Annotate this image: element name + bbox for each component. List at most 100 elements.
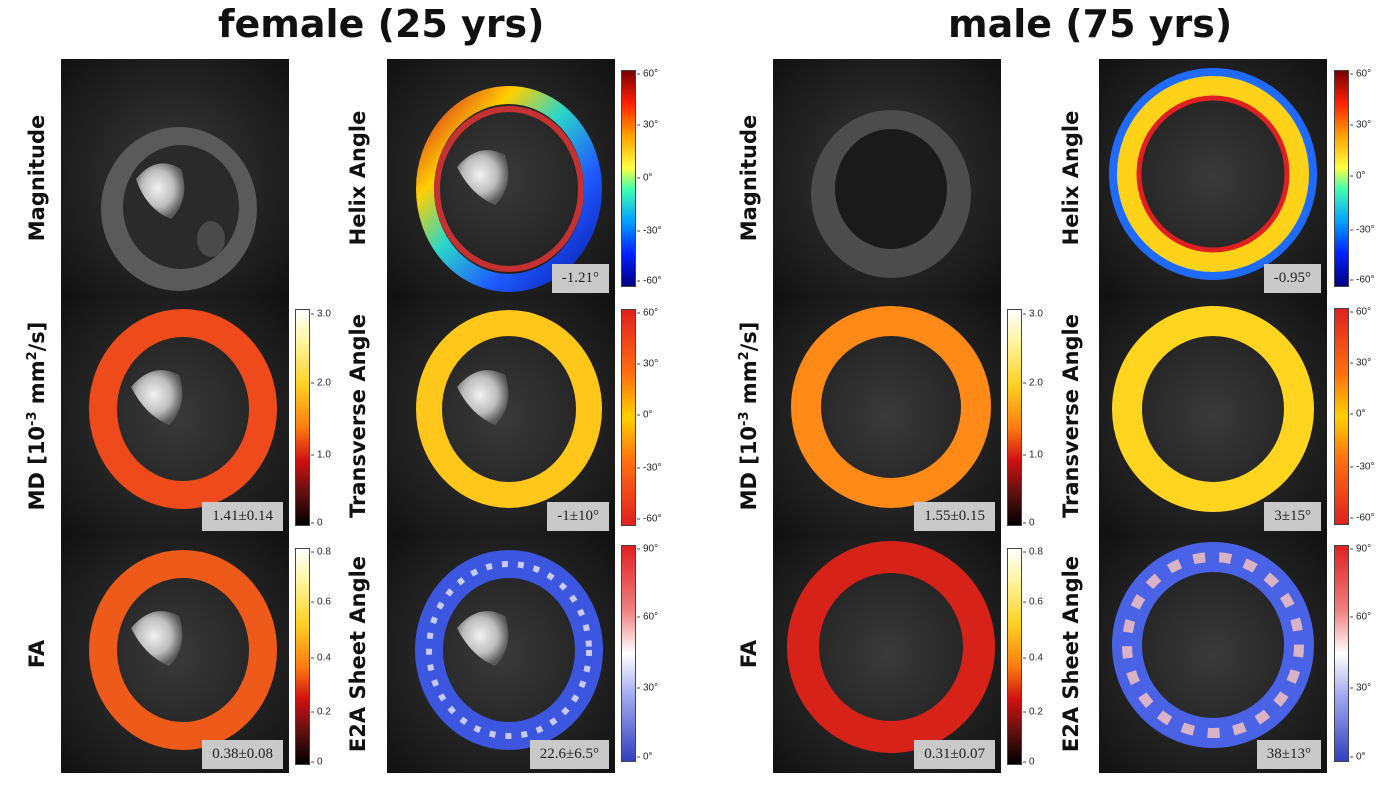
- male-fa-ticks: 0.8 0.6 0.4 0.2 0: [1023, 547, 1063, 768]
- male-md-svg: [773, 297, 1001, 535]
- female-transverse-value: -1±10°: [547, 502, 609, 531]
- label-magnitude-male: Magnitude: [737, 114, 761, 242]
- female-transverse-svg: [387, 297, 615, 535]
- tick: 30°: [637, 359, 658, 370]
- tick: 60°: [1350, 307, 1371, 318]
- female-md-image: 1.41±0.14: [61, 297, 289, 535]
- male-e2a-ticks: 90° 60° 30° 0°: [1350, 544, 1390, 763]
- tick: 0.8: [311, 547, 331, 558]
- tick: 0°: [637, 410, 653, 421]
- tick: 60°: [637, 308, 658, 319]
- female-e2a-value: 22.6±6.5°: [529, 740, 609, 769]
- tick: 30°: [637, 120, 658, 131]
- male-md-ticks: 3.0 2.0 1.0 0: [1023, 309, 1063, 529]
- tick: 30°: [1350, 683, 1371, 694]
- tick: 3.0: [311, 309, 331, 320]
- female-fa-image: 0.38±0.08: [61, 535, 289, 773]
- label-md-female: MD [10-3 mm2/s]: [25, 321, 49, 511]
- female-e2a-colorbar: [621, 545, 636, 762]
- female-fa-svg: [61, 535, 289, 773]
- female-helix-image: -1.21°: [387, 59, 615, 297]
- tick: -30°: [637, 463, 661, 474]
- male-helix-colorbar: [1334, 70, 1349, 287]
- male-transverse-svg: [1099, 297, 1327, 535]
- female-fa-colorbar: [295, 548, 310, 765]
- tick: 0: [311, 757, 323, 768]
- male-e2a-image: 38±13°: [1099, 535, 1327, 773]
- male-fa-colorbar: [1007, 548, 1022, 765]
- tick: -60°: [637, 514, 661, 525]
- tick: 90°: [637, 544, 658, 555]
- male-transverse-image: 3±15°: [1099, 297, 1327, 535]
- female-fa-ticks: 0.8 0.6 0.4 0.2 0: [311, 547, 351, 768]
- male-md-value: 1.55±0.15: [914, 502, 995, 531]
- tick: 0: [311, 518, 323, 529]
- tick: 0.8: [1023, 547, 1043, 558]
- tick: -30°: [1350, 225, 1374, 236]
- male-e2a-colorbar: [1334, 545, 1349, 762]
- male-transverse-ticks: 60° 30° 0° -30° -60°: [1350, 307, 1390, 524]
- label-fa-male: FA: [737, 639, 761, 669]
- label-helix-female: Helix Angle: [346, 110, 370, 246]
- male-title: male (75 yrs): [948, 2, 1233, 46]
- female-e2a-ticks: 90° 60° 30° 0°: [637, 544, 677, 763]
- tick: 1.0: [1023, 450, 1043, 461]
- male-fa-svg: [773, 535, 1001, 773]
- tick: 0.2: [1023, 707, 1043, 718]
- tick: 0°: [637, 173, 653, 184]
- tick: 1.0: [311, 450, 331, 461]
- male-helix-image: -0.95°: [1099, 59, 1327, 297]
- tick: 0.2: [311, 707, 331, 718]
- female-transverse-ticks: 60° 30° 0° -30° -60°: [637, 308, 677, 525]
- tick: 60°: [637, 69, 658, 80]
- male-e2a-value: 38±13°: [1256, 740, 1321, 769]
- female-helix-colorbar: [621, 70, 636, 287]
- female-helix-ticks: 60° 30° 0° -30° -60°: [637, 69, 677, 287]
- label-fa-female: FA: [25, 639, 49, 669]
- male-helix-value: -0.95°: [1263, 264, 1321, 293]
- tick: -60°: [1350, 513, 1374, 524]
- tick: 60°: [1350, 612, 1371, 623]
- tick: 3.0: [1023, 309, 1043, 320]
- male-md-image: 1.55±0.15: [773, 297, 1001, 535]
- tick: 0.4: [311, 653, 331, 664]
- female-title: female (25 yrs): [218, 2, 545, 46]
- tick: -60°: [637, 276, 661, 287]
- tick: -30°: [1350, 462, 1374, 473]
- tick: 90°: [1350, 544, 1371, 555]
- female-e2a-svg: [387, 535, 615, 773]
- tick: 0°: [1350, 409, 1366, 420]
- female-md-svg: [61, 297, 289, 535]
- label-helix-male: Helix Angle: [1059, 110, 1083, 246]
- tick: 0.6: [311, 597, 331, 608]
- male-fa-value: 0.31±0.07: [914, 740, 995, 769]
- male-magnitude-svg: [773, 59, 1001, 297]
- tick: 60°: [637, 612, 658, 623]
- male-transverse-colorbar: [1334, 308, 1349, 525]
- male-magnitude-image: [773, 59, 1001, 297]
- female-transverse-colorbar: [621, 309, 636, 526]
- tick: -60°: [1350, 275, 1374, 286]
- female-magnitude-image: [61, 59, 289, 297]
- female-md-ticks: 3.0 2.0 1.0 0: [311, 309, 351, 529]
- female-helix-svg: [387, 59, 615, 297]
- tick: 0: [1023, 757, 1035, 768]
- tick: 0.6: [1023, 597, 1043, 608]
- tick: 0°: [637, 752, 653, 763]
- female-e2a-image: 22.6±6.5°: [387, 535, 615, 773]
- female-magnitude-svg: [61, 59, 289, 297]
- female-helix-value: -1.21°: [551, 264, 609, 293]
- female-transverse-image: -1±10°: [387, 297, 615, 535]
- female-fa-value: 0.38±0.08: [202, 740, 283, 769]
- male-e2a-svg: [1099, 535, 1327, 773]
- female-md-value: 1.41±0.14: [202, 502, 283, 531]
- tick: 2.0: [1023, 378, 1043, 389]
- male-fa-image: 0.31±0.07: [773, 535, 1001, 773]
- male-md-colorbar: [1007, 309, 1022, 526]
- tick: 0°: [1350, 171, 1366, 182]
- male-helix-ticks: 60° 30° 0° -30° -60°: [1350, 69, 1390, 286]
- tick: 30°: [1350, 358, 1371, 369]
- male-transverse-value: 3±15°: [1264, 502, 1321, 531]
- label-magnitude-female: Magnitude: [25, 114, 49, 242]
- tick: 30°: [637, 683, 658, 694]
